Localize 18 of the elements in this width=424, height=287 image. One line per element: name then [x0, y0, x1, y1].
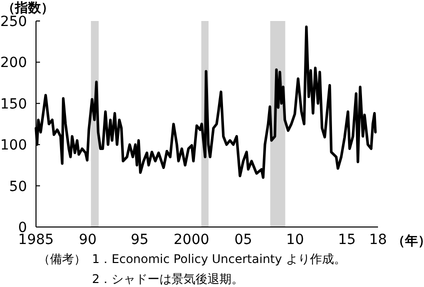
y-tick-label: 200 [0, 55, 27, 72]
x-tick-label: 2000 [174, 232, 210, 248]
x-tick-label: 15 [338, 232, 356, 248]
x-tick-label: 1985 [18, 232, 54, 248]
y-tick-label: 100 [0, 138, 27, 154]
text: 2．シャドーは景気後退期。 [92, 272, 244, 286]
x-tick-label: 05 [234, 232, 252, 248]
y-tick-label: 50 [9, 178, 27, 195]
text: （備考） [38, 252, 86, 266]
x-tick-label: 95 [130, 232, 149, 248]
text: 1．Economic Policy Uncertainty より作成。 [92, 252, 346, 266]
y-axis-title: （指数） [2, 1, 54, 16]
y-tick-label: 250 [0, 14, 27, 30]
x-tick-label: 18 [369, 232, 387, 248]
x-axis-title: （年） [392, 234, 424, 249]
x-tick-label: 90 [78, 232, 97, 248]
y-tick-label: 150 [0, 96, 27, 112]
x-tick-label: 10 [286, 232, 304, 248]
